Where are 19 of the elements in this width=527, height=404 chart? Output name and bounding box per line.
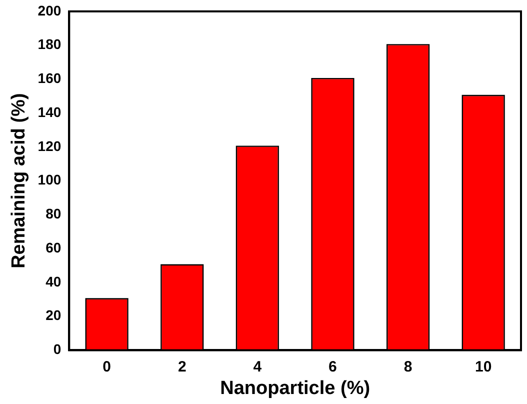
x-tick-label: 6 xyxy=(328,358,337,376)
x-axis-title: Nanoparticle (%) xyxy=(220,378,370,399)
y-tick-label: 20 xyxy=(46,307,62,324)
y-tick-label: 60 xyxy=(46,239,62,256)
x-tick-label: 8 xyxy=(404,358,412,376)
y-tick-label: 200 xyxy=(38,2,62,18)
y-tick-label: 140 xyxy=(38,104,62,120)
y-tick-label: 0 xyxy=(53,341,62,358)
x-tick-label: 0 xyxy=(102,358,111,376)
y-tick-label: 80 xyxy=(46,206,62,222)
y-tick-label: 120 xyxy=(38,138,62,154)
x-tick-label: 4 xyxy=(253,358,262,376)
y-tick-label: 180 xyxy=(38,36,62,52)
y-tick-label: 40 xyxy=(46,273,62,290)
y-tick-label: 100 xyxy=(38,172,62,188)
y-tick-label: 160 xyxy=(38,70,62,86)
x-tick-label: 10 xyxy=(475,358,492,376)
y-axis-title: Remaining acid (%) xyxy=(8,93,30,268)
x-tick-label: 2 xyxy=(178,358,186,376)
